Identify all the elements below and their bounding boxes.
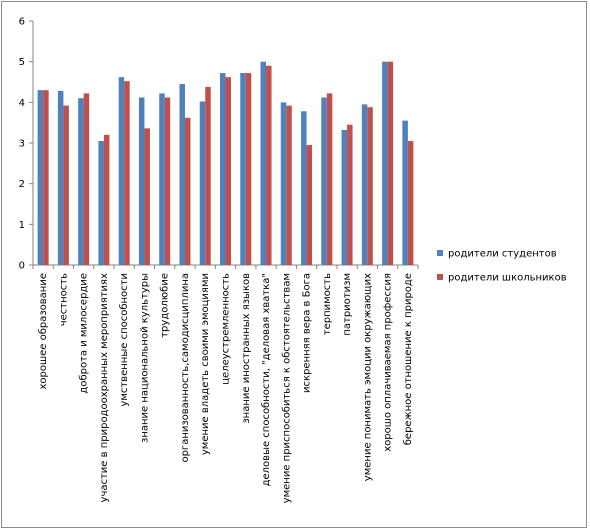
category-label: честность — [58, 273, 69, 326]
bar — [220, 73, 226, 265]
bar — [266, 65, 272, 265]
bar — [37, 90, 44, 265]
bar — [407, 140, 414, 265]
category-label: умение приспособиться к обстоятельствам — [281, 273, 292, 503]
bar — [43, 90, 49, 265]
y-tick-label: 1 — [19, 220, 25, 231]
category-label: знание национальной культуры — [139, 273, 150, 443]
y-tick-label: 4 — [19, 98, 25, 109]
bar — [124, 81, 130, 265]
y-tick-label: 3 — [19, 139, 25, 150]
bar — [326, 93, 333, 266]
bar — [341, 129, 348, 265]
legend-swatch — [437, 250, 443, 256]
bar — [83, 93, 90, 266]
bar — [118, 77, 125, 266]
bar — [144, 128, 150, 265]
bar — [402, 120, 408, 265]
category-label: терпимость — [322, 273, 333, 335]
bar — [164, 97, 171, 265]
bar — [260, 61, 267, 265]
y-tick-label: 2 — [19, 179, 25, 190]
bar — [184, 117, 191, 265]
category-label: бережное отношение к природе — [403, 273, 414, 445]
y-tick-label: 5 — [19, 57, 25, 68]
bar — [321, 97, 327, 265]
category-label: искренняя вера в Бога — [302, 273, 313, 393]
y-tick-label: 0 — [19, 261, 25, 272]
category-label: умственные способности — [119, 273, 130, 407]
legend-swatch — [437, 274, 443, 280]
bar — [367, 107, 373, 265]
bar — [78, 98, 84, 266]
category-label: умение понимать эмоции окружающих — [362, 273, 373, 481]
bar — [98, 140, 104, 265]
bar — [347, 124, 353, 265]
bar — [63, 105, 69, 265]
bar — [205, 86, 211, 265]
legend-label: родители школьников — [448, 273, 567, 284]
bar — [138, 97, 145, 265]
category-label: умение владеть своими эмоциями — [200, 273, 211, 455]
bar — [103, 134, 110, 265]
bar — [199, 101, 206, 266]
bar — [240, 73, 246, 265]
bar — [159, 93, 165, 266]
bar — [286, 105, 292, 265]
bar — [306, 145, 313, 265]
bar — [57, 90, 64, 266]
category-label: организованность,самодисциплина — [180, 273, 191, 463]
bar — [179, 84, 185, 266]
category-label: доброта и милосердие — [79, 273, 90, 394]
category-label: хорошо оплачиваемая профессия — [383, 273, 394, 452]
category-label: трудолюбие — [160, 273, 171, 338]
category-label: знание иностранных языков — [241, 273, 252, 424]
bar — [361, 104, 368, 265]
legend-label: родители студентов — [448, 249, 557, 260]
category-label: целеустремленность — [221, 273, 232, 385]
bar — [280, 102, 287, 265]
bar — [382, 61, 388, 265]
category-label: участие в природоохранных мероприятиях — [99, 273, 110, 503]
bar — [301, 111, 307, 265]
bar — [387, 61, 394, 265]
y-tick-label: 6 — [19, 17, 25, 28]
category-label: патриотизм — [342, 273, 353, 336]
category-label: деловые способности, "деловая хватка" — [261, 273, 272, 486]
category-label: хорошее образование — [38, 273, 49, 390]
bar — [225, 77, 231, 266]
bar — [245, 73, 252, 265]
